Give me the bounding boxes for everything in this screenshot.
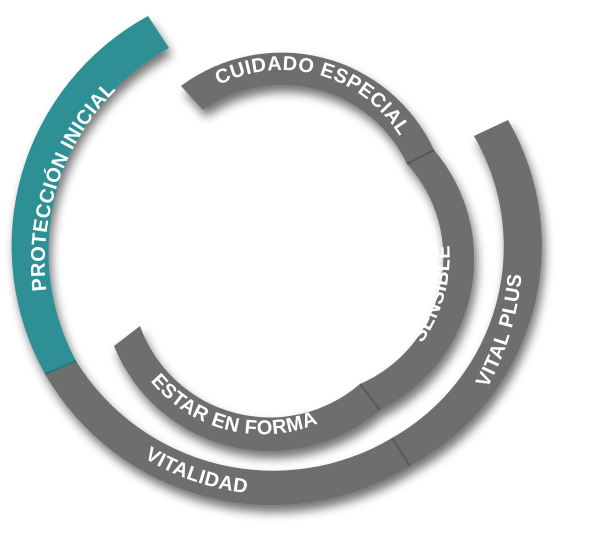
segment-sensible <box>360 150 475 410</box>
divider-vitalidad-vitalplus <box>391 437 411 467</box>
divider-cuidado-sensible <box>406 149 435 165</box>
divider-proteccion-vitalidad <box>44 360 77 375</box>
segment-estar-en-forma <box>114 326 380 452</box>
divider-sensible-estar <box>359 383 381 411</box>
segment-proteccion-inicial <box>11 16 169 374</box>
segment-vitalidad <box>45 361 410 506</box>
segment-vital-plus <box>392 120 542 466</box>
segment-cuidado-especial <box>181 52 434 165</box>
